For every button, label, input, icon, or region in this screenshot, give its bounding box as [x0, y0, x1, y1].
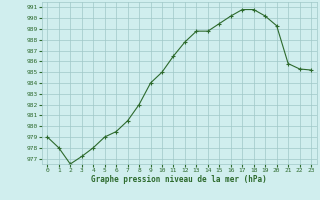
- X-axis label: Graphe pression niveau de la mer (hPa): Graphe pression niveau de la mer (hPa): [91, 175, 267, 184]
